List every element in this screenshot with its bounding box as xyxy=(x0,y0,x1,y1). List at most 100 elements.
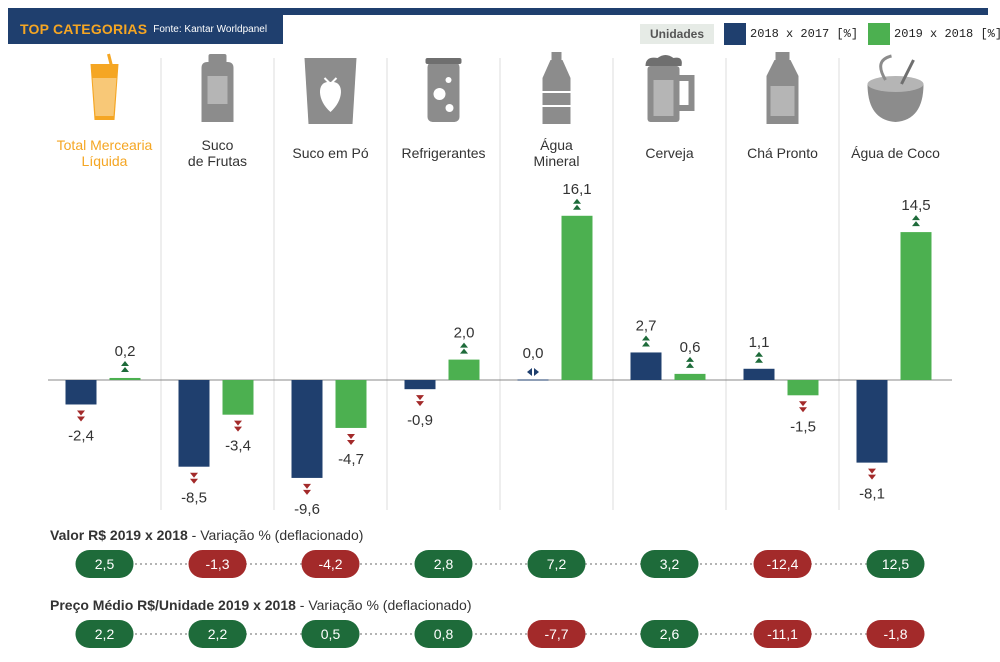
chart-title: TOP CATEGORIAS xyxy=(20,21,148,37)
bar-series-2 xyxy=(222,380,254,415)
value-pill xyxy=(866,550,925,578)
bar-series-1 xyxy=(630,352,662,380)
down-arrow-icon xyxy=(303,483,311,489)
bubble xyxy=(445,104,454,112)
up-arrow-icon xyxy=(912,215,920,221)
data-label: -8,5 xyxy=(181,490,207,507)
bubble xyxy=(433,88,446,100)
value-pill xyxy=(866,620,925,648)
up-arrow-icon xyxy=(573,198,581,204)
bar-series-2 xyxy=(335,380,367,428)
tea-bottle-icon xyxy=(766,52,799,124)
pill-value: -7,7 xyxy=(544,626,568,642)
down-arrow-icon xyxy=(77,416,85,422)
up-arrow-icon xyxy=(642,335,650,341)
data-label: -1,5 xyxy=(790,418,816,435)
pill-value: 2,6 xyxy=(660,626,680,642)
down-arrow-icon xyxy=(868,468,876,474)
legend-item-series-2: 2019 x 2018 [%] xyxy=(868,23,1000,45)
strawberry-leaf xyxy=(323,77,338,86)
bottle-cap xyxy=(208,54,227,64)
data-label: 2,7 xyxy=(636,317,657,334)
category-label: Mineral xyxy=(534,153,580,169)
beer-mug-icon xyxy=(645,55,695,122)
mug-foam xyxy=(645,55,682,66)
up-arrow-icon xyxy=(121,360,129,366)
bar-series-1 xyxy=(856,380,888,463)
category-label: Líquida xyxy=(82,153,128,169)
category-label: Água xyxy=(540,137,573,153)
row-label: Preço Médio R$/Unidade 2019 x 2018 - Var… xyxy=(50,597,472,613)
chart-source: Fonte: Kantar Worldpanel xyxy=(153,23,268,35)
bar-series-1 xyxy=(743,368,775,380)
title-banner: TOP CATEGORIAS Fonte: Kantar Worldpanel xyxy=(8,14,283,44)
data-label: -0,9 xyxy=(407,412,433,429)
value-pill xyxy=(414,620,473,648)
bar-series-2 xyxy=(448,359,480,380)
bottle-cap xyxy=(551,52,562,60)
value-pill xyxy=(753,550,812,578)
value-pill xyxy=(75,550,134,578)
up-arrow-icon xyxy=(912,221,920,227)
coconut-icon xyxy=(867,54,924,122)
row-label-rest: - Variação % (deflacionado) xyxy=(188,527,364,543)
category-label: de Frutas xyxy=(188,153,247,169)
down-arrow-icon xyxy=(416,401,424,407)
data-label: -3,4 xyxy=(225,438,251,455)
up-arrow-icon xyxy=(121,366,129,372)
bar-series-2 xyxy=(900,232,932,380)
down-arrow-icon xyxy=(868,474,876,480)
strawberry-shape xyxy=(320,81,341,112)
up-arrow-icon xyxy=(686,356,694,362)
value-pill xyxy=(527,620,586,648)
juice-bottle-icon xyxy=(201,54,234,122)
pill-value: -1,3 xyxy=(205,556,229,572)
down-arrow-icon xyxy=(234,426,242,432)
can-lid xyxy=(425,58,462,64)
row-label-bold: Preço Médio R$/Unidade 2019 x 2018 xyxy=(50,597,296,613)
down-arrow-icon xyxy=(303,489,311,495)
pill-value: -11,1 xyxy=(767,626,798,642)
water-bottle-icon xyxy=(542,52,571,124)
row-label: Valor R$ 2019 x 2018 - Variação % (defla… xyxy=(50,527,363,543)
category-label: Refrigerantes xyxy=(401,145,485,161)
value-pill xyxy=(753,620,812,648)
value-pill xyxy=(640,550,699,578)
pill-value: 12,5 xyxy=(882,556,909,572)
data-label: -2,4 xyxy=(68,427,94,444)
data-label: 0,0 xyxy=(523,345,544,362)
juice-straw xyxy=(107,53,114,71)
value-pill xyxy=(640,620,699,648)
header-rule xyxy=(8,8,988,15)
data-label: -8,1 xyxy=(859,486,885,503)
pill-value: -4,2 xyxy=(318,556,342,572)
data-label: 1,1 xyxy=(749,334,770,351)
bottle-label xyxy=(770,86,795,116)
legend: Unidades 2018 x 2017 [%] 2019 x 2018 [%] xyxy=(640,22,1000,46)
data-label: 2,0 xyxy=(454,325,475,342)
up-arrow-icon xyxy=(642,341,650,347)
powder-sachet-icon xyxy=(304,58,357,124)
juice-glass-fill xyxy=(92,78,117,116)
category-label: Total Mercearia xyxy=(57,137,153,153)
pill-value: 2,2 xyxy=(208,626,228,642)
down-arrow-icon xyxy=(347,433,355,439)
pill-value: 0,8 xyxy=(434,626,454,642)
mug-fill xyxy=(653,80,674,116)
mug-handle xyxy=(679,75,695,111)
pill-value: -12,4 xyxy=(767,556,799,572)
value-pill xyxy=(75,620,134,648)
legend-swatch-series-1 xyxy=(724,23,747,45)
bar-series-2 xyxy=(109,377,141,380)
value-pill xyxy=(188,550,247,578)
bottle-label xyxy=(207,76,228,104)
pill-value: -1,8 xyxy=(883,626,907,642)
bar-series-1 xyxy=(517,379,549,381)
up-arrow-icon xyxy=(573,204,581,210)
bar-series-2 xyxy=(674,373,706,380)
pill-value: 7,2 xyxy=(547,556,567,572)
down-arrow-icon xyxy=(77,410,85,416)
bar-series-1 xyxy=(178,380,210,467)
down-arrow-icon xyxy=(799,407,807,413)
category-label: Cerveja xyxy=(645,145,693,161)
